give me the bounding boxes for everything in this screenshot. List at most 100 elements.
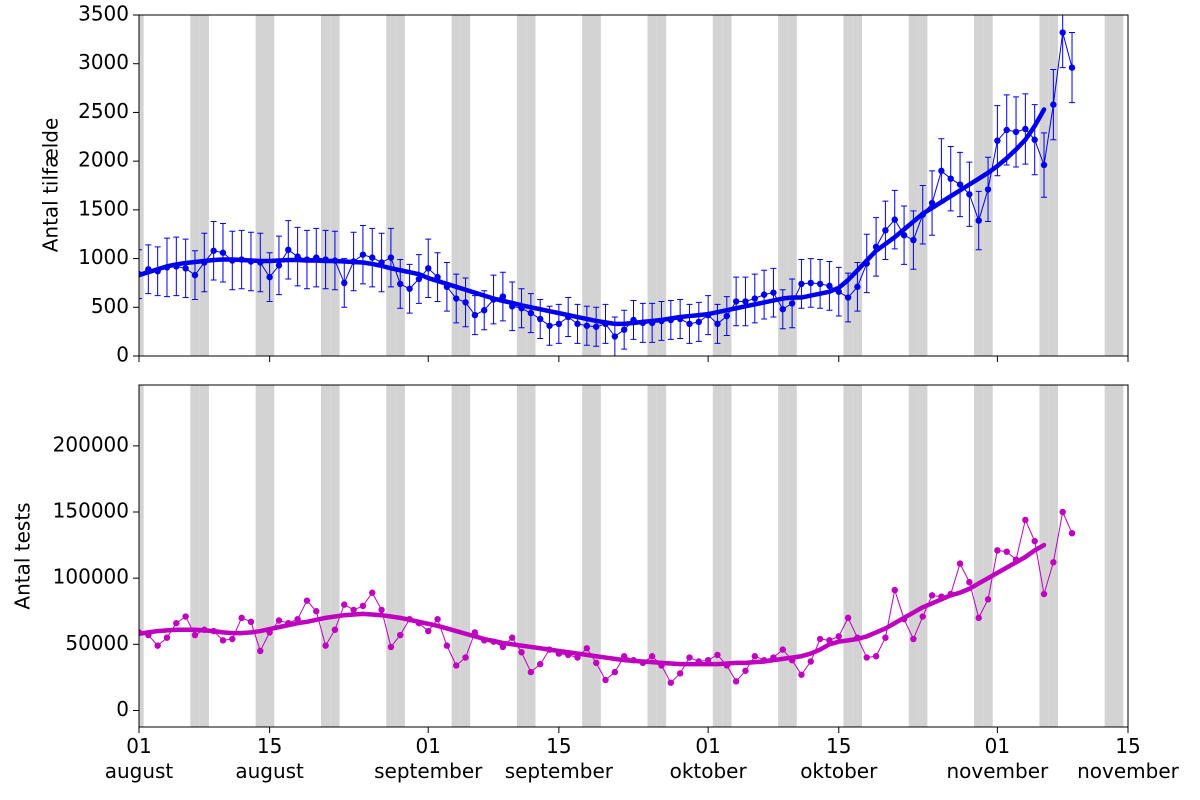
data-point (844, 294, 852, 301)
data-point (359, 251, 367, 258)
data-point (1040, 590, 1048, 598)
weekend-band (139, 385, 144, 727)
weekend-band (320, 385, 331, 727)
y-tick-label: 150000 (53, 499, 129, 523)
weekend-band (582, 385, 592, 727)
data-point (453, 662, 460, 669)
weekend-band (1114, 385, 1124, 727)
x-tick-label: 15 november (1077, 734, 1179, 783)
data-point (257, 647, 264, 655)
weekend-band (908, 15, 919, 356)
data-point (1022, 125, 1029, 133)
data-point (732, 298, 740, 305)
data-point (266, 273, 273, 281)
y-tick-label: 200000 (53, 432, 129, 456)
weekend-band (460, 15, 471, 356)
weekend-band (647, 385, 657, 727)
data-point (966, 191, 973, 198)
weekend-band (264, 15, 275, 356)
data-point (546, 322, 553, 329)
data-point (910, 635, 917, 643)
data-point (882, 227, 889, 234)
data-point (695, 318, 703, 326)
weekend-band (460, 385, 471, 727)
data-point (462, 299, 469, 306)
data-point (779, 646, 786, 653)
data-point (798, 280, 805, 288)
data-point (844, 614, 852, 622)
weekend-band (190, 15, 200, 356)
weekend-band (722, 15, 732, 356)
x-tick-label: 01 november (946, 734, 1049, 783)
weekend-band (852, 15, 863, 356)
data-point (779, 306, 786, 313)
data-point (994, 137, 1001, 144)
y-tick-label: 100000 (53, 565, 129, 589)
weekend-band (778, 385, 788, 727)
x-tick-label: 15 august (235, 734, 304, 783)
weekend-band (330, 15, 340, 356)
data-point (499, 293, 507, 300)
data-point (527, 309, 535, 317)
data-point (1022, 516, 1029, 524)
data-point (770, 289, 777, 296)
weekend-band (199, 15, 209, 356)
data-point (173, 619, 180, 627)
smoothed-line (139, 107, 1047, 327)
data-point (975, 217, 982, 224)
data-point (928, 592, 936, 599)
data-point (313, 608, 320, 615)
data-point (816, 280, 824, 288)
weekend-band (190, 385, 200, 727)
weekend-band (656, 385, 667, 727)
data-point (341, 601, 348, 608)
weekend-band (712, 385, 723, 727)
data-point (387, 643, 395, 651)
x-tick-label: 15 oktober (800, 734, 878, 783)
data-point (686, 320, 693, 328)
data-point (742, 667, 749, 674)
data-point (275, 617, 283, 624)
weekend-band (778, 15, 788, 356)
weekend-band (526, 15, 536, 356)
error-bar (139, 249, 142, 300)
x-tick-label: 01 oktober (669, 734, 747, 783)
data-point (341, 279, 348, 287)
data-point (807, 279, 814, 287)
data-point (425, 627, 432, 635)
data-point (1050, 101, 1057, 108)
data-point (984, 596, 992, 603)
data-point (826, 282, 833, 290)
data-point (751, 653, 758, 660)
data-point (686, 654, 693, 661)
data-point (275, 262, 283, 269)
weekend-band (656, 15, 667, 356)
plot-area (139, 385, 1124, 727)
weekend-band (451, 385, 461, 727)
weekend-band (908, 385, 919, 727)
y-tick-label: 50000 (65, 631, 129, 655)
data-point (760, 291, 768, 298)
data-point (1031, 537, 1038, 545)
y-tick-label: 500 (91, 294, 129, 318)
weekend-band (582, 15, 592, 356)
data-point (182, 265, 189, 272)
data-point (611, 333, 619, 340)
data-point (509, 634, 516, 641)
weekend-band (974, 15, 984, 356)
data-point (1050, 559, 1057, 566)
weekend-band (1048, 385, 1059, 727)
weekend-band (386, 15, 396, 356)
weekend-band (526, 385, 536, 727)
data-point (592, 659, 600, 667)
data-point (1068, 64, 1076, 71)
weekend-band (516, 385, 527, 727)
smoothed-line (139, 542, 1047, 667)
data-point (611, 668, 619, 676)
x-tick-label: 15 september (504, 734, 613, 783)
y-axis-label: Antal tests (11, 502, 35, 609)
data-point (536, 660, 544, 668)
weekend-band (395, 385, 405, 727)
